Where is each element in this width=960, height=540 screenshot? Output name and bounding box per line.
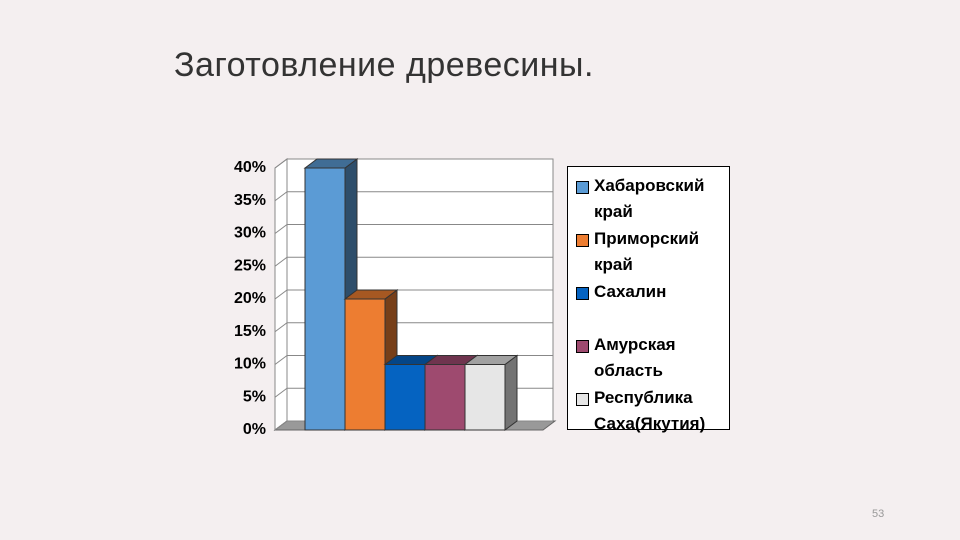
legend-label: Хабаровский край (594, 176, 705, 221)
bar-side (504, 354, 518, 431)
legend-item: Амурская область (574, 332, 726, 384)
y-tick-label: 5% (243, 388, 266, 405)
slide-title: Заготовление древесины. (174, 46, 594, 84)
y-tick-label: 0% (243, 421, 266, 438)
grid-line (274, 256, 288, 267)
bar-front (424, 364, 466, 431)
grid-line (274, 322, 288, 333)
legend-swatch (576, 234, 589, 247)
legend-item: Республика Саха(Якутия) (574, 385, 726, 437)
y-tick-label: 30% (234, 225, 266, 242)
y-tick-label: 10% (234, 356, 266, 373)
legend-label: Амурская область (594, 335, 676, 380)
bar-front (304, 167, 346, 431)
bar (343, 289, 399, 431)
bar-front (344, 298, 386, 431)
legend: Хабаровский край Приморский край Сахалин Ам… (567, 166, 730, 433)
y-tick-label: 25% (234, 257, 266, 274)
legend-swatch (576, 287, 589, 300)
grid-line (274, 191, 288, 202)
grid-line (274, 420, 288, 431)
y-tick-label: 20% (234, 290, 266, 307)
legend-label: Республика Саха(Якутия) (594, 388, 706, 433)
bar-front (384, 364, 426, 431)
y-tick-label: 35% (234, 192, 266, 209)
legend-item: Сахалин (574, 279, 726, 305)
legend-item: Приморский край (574, 226, 726, 278)
legend-swatch (576, 393, 589, 406)
grid-line (274, 355, 288, 365)
legend-item: Хабаровский край (574, 173, 726, 225)
legend-swatch (576, 181, 589, 194)
y-tick-label: 40% (234, 159, 266, 176)
legend-swatch (576, 340, 589, 353)
grid-line (274, 387, 288, 398)
bar-front (464, 364, 506, 431)
page-number: 53 (872, 508, 885, 520)
legend-label: Сахалин (594, 282, 667, 301)
grid-line (274, 224, 288, 234)
grid-line (274, 158, 288, 169)
bar (463, 354, 519, 431)
y-tick-label: 15% (234, 323, 266, 340)
grid-line (274, 289, 288, 300)
legend-label: Приморский край (594, 229, 700, 274)
